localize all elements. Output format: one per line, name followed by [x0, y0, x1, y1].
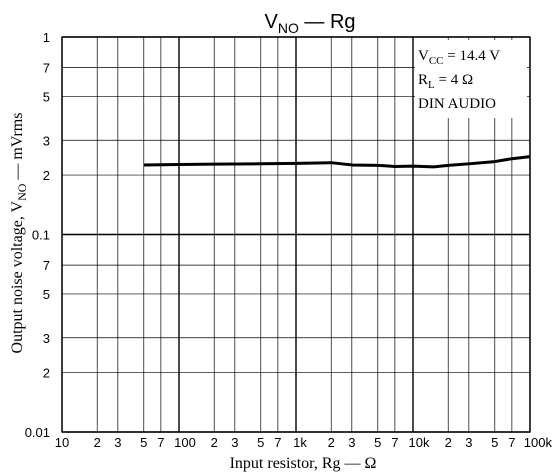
annotation-background — [415, 40, 527, 118]
x-tick-label: 2 — [445, 435, 452, 450]
x-tick-label: 10k — [409, 435, 430, 450]
x-tick-label: 7 — [508, 435, 515, 450]
condition-annotation: VCC = 14.4 V RL = 4 Ω DIN AUDIO — [415, 40, 527, 118]
x-tick-label: 2 — [211, 435, 218, 450]
x-axis-label: Input resistor, Rg — Ω — [230, 455, 377, 472]
title-rest: — Rg — [299, 11, 356, 33]
y-tick-label: 2 — [43, 366, 50, 381]
x-tick-label: 5 — [140, 435, 147, 450]
x-tick-labels: 10 2 3 5 7 100 2 3 5 7 1k 2 3 5 7 10k 2 3 5 7 100k — [55, 435, 552, 450]
y-label-main: Output noise voltage, V — [9, 200, 26, 353]
title-subscript: NO — [278, 20, 299, 36]
y-tick-labels: 1 7 5 3 2 0.1 7 5 3 2 0.01 — [25, 30, 50, 440]
x-tick-label: 1k — [293, 435, 307, 450]
y-tick-label: 1 — [43, 30, 50, 45]
y-axis-label: Output noise voltage, VNO — mVrms — [9, 113, 29, 354]
title-main: V — [264, 11, 278, 33]
y-tick-label: 0.1 — [32, 228, 50, 243]
y-label-subscript: NO — [15, 183, 29, 201]
x-tick-label: 3 — [348, 435, 355, 450]
annotation-subscript: L — [428, 79, 435, 91]
x-tick-label: 2 — [94, 435, 101, 450]
x-tick-label: 3 — [465, 435, 472, 450]
x-tick-label: 5 — [491, 435, 498, 450]
y-tick-label: 5 — [43, 287, 50, 302]
annotation-line: VCC = 14.4 V — [418, 48, 500, 67]
annotation-rest: = 14.4 V — [444, 48, 501, 64]
annotation-main: V — [418, 48, 429, 64]
x-tick-label: 3 — [114, 435, 121, 450]
annotation-rest: = 4 Ω — [435, 72, 473, 88]
noise-voltage-series-line — [143, 155, 531, 169]
x-tick-label: 5 — [374, 435, 381, 450]
annotation-main: DIN AUDIO — [418, 96, 496, 112]
y-tick-label: 7 — [43, 258, 50, 273]
y-tick-label: 7 — [43, 61, 50, 76]
y-tick-label: 2 — [43, 168, 50, 183]
series-layer — [143, 155, 531, 169]
x-tick-label: 2 — [328, 435, 335, 450]
x-tick-label: 10 — [55, 435, 69, 450]
x-tick-label: 7 — [274, 435, 281, 450]
x-tick-label: 7 — [391, 435, 398, 450]
plot-area-frame — [61, 36, 531, 433]
x-tick-label: 7 — [157, 435, 164, 450]
annotation-main: R — [418, 72, 428, 88]
y-tick-label: 3 — [43, 331, 50, 346]
y-tick-label: 0.01 — [25, 425, 50, 440]
x-tick-label: 100k — [524, 435, 552, 450]
x-tick-label: 5 — [257, 435, 264, 450]
x-tick-label: 100 — [174, 435, 196, 450]
annotation-subscript: CC — [429, 55, 444, 67]
x-tick-label: 3 — [231, 435, 238, 450]
annotation-line: DIN AUDIO — [418, 96, 496, 112]
chart-title: VNO — Rg — [264, 11, 355, 36]
y-tick-label: 5 — [43, 89, 50, 104]
annotation-line: RL = 4 Ω — [418, 72, 473, 91]
y-tick-label: 3 — [43, 133, 50, 148]
y-label-rest: — mVrms — [9, 113, 26, 184]
